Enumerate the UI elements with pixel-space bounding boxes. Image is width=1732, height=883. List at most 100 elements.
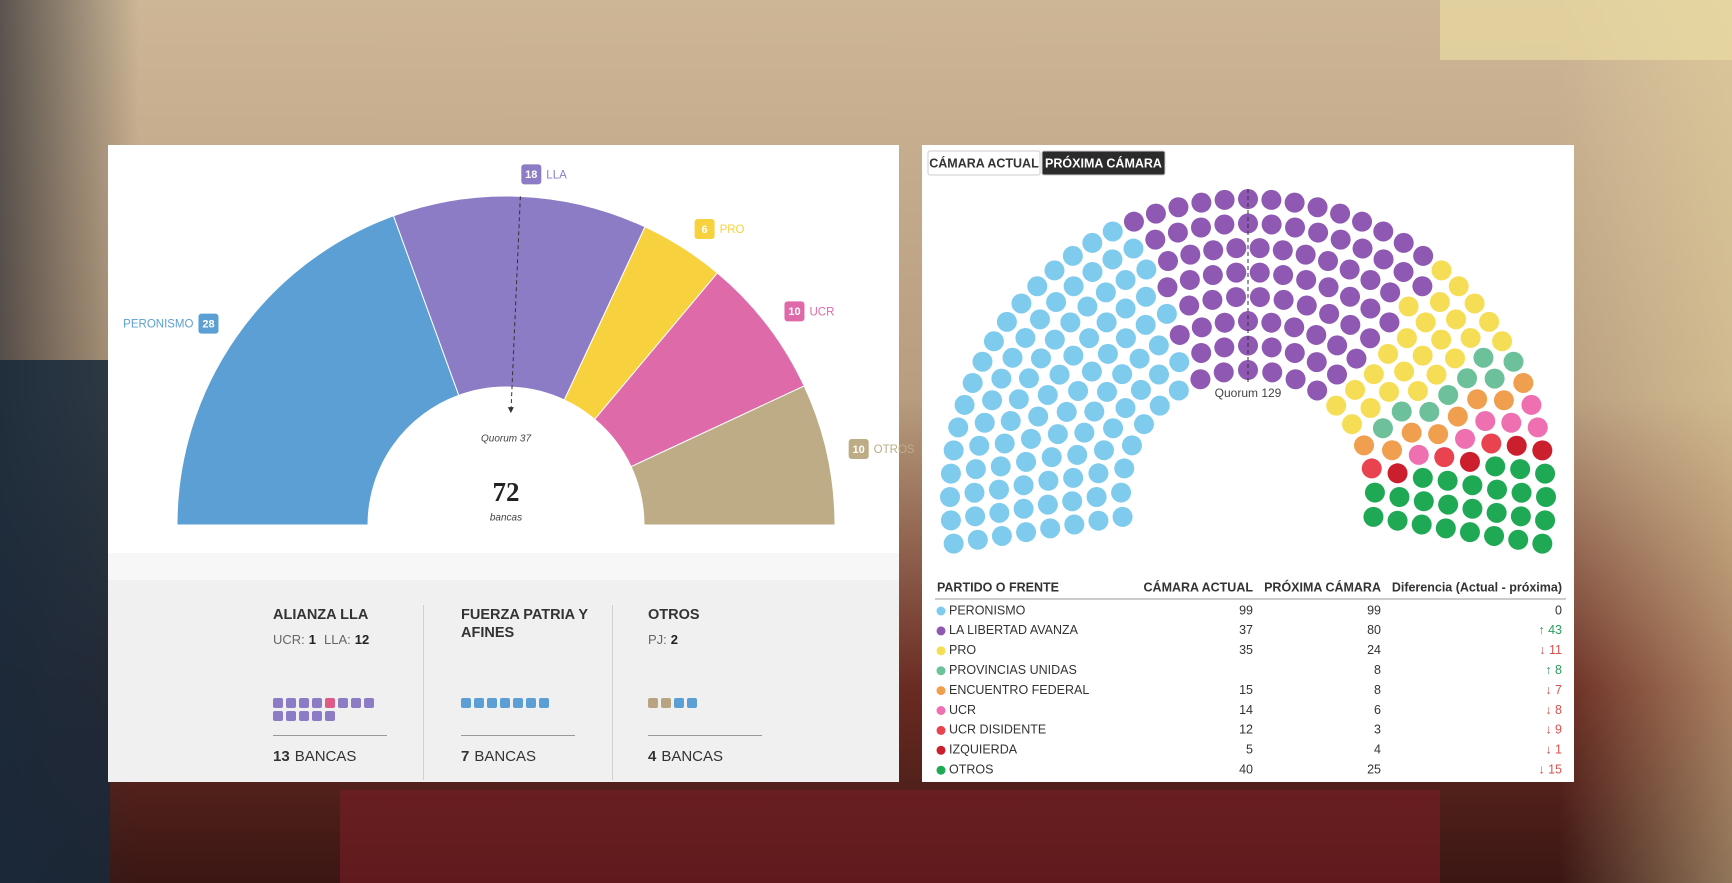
tab[interactable]: CÁMARA ACTUAL xyxy=(927,150,1041,176)
cell: 99 xyxy=(1239,603,1253,617)
coalition: OTROS PJ: 2 4 BANCAS xyxy=(648,580,798,782)
data-label: 18 xyxy=(525,169,537,181)
seat xyxy=(1044,329,1065,350)
diff-cell: ↓ 1 xyxy=(1545,743,1562,757)
seat xyxy=(1532,533,1553,554)
legend-label: UCR xyxy=(809,306,834,318)
row-label: LA LIBERTAD AVANZA xyxy=(949,623,1079,637)
pie-slice xyxy=(176,215,460,526)
seat xyxy=(1261,189,1282,210)
seat xyxy=(1115,298,1136,319)
seat xyxy=(1249,262,1270,283)
seat xyxy=(1339,259,1360,280)
seat xyxy=(1111,482,1132,503)
seat xyxy=(1088,510,1109,531)
seat xyxy=(1342,414,1363,435)
rule xyxy=(273,735,387,736)
seat xyxy=(991,525,1012,546)
seat xyxy=(943,533,964,554)
seat xyxy=(1492,331,1513,352)
coalition-total: 13 BANCAS xyxy=(273,748,356,765)
seat xyxy=(1096,381,1117,402)
seat xyxy=(1102,249,1123,270)
seat xyxy=(1373,221,1394,242)
seat xyxy=(1506,435,1527,456)
seat xyxy=(1435,518,1456,539)
seat xyxy=(974,412,995,433)
breakdown-label: PJ: xyxy=(648,632,667,647)
seat xyxy=(1434,447,1455,468)
left-panel-strip xyxy=(108,553,899,580)
seat xyxy=(1156,303,1177,324)
seat xyxy=(965,459,986,480)
breakdown-label: LLA: xyxy=(324,632,351,647)
seat xyxy=(943,440,964,461)
seat xyxy=(1447,406,1468,427)
quorum-line xyxy=(510,196,521,414)
seat xyxy=(1401,422,1422,443)
table-header: PRÓXIMA CÁMARA xyxy=(1264,579,1381,594)
seat xyxy=(1226,238,1247,259)
tab[interactable]: PRÓXIMA CÁMARA xyxy=(1041,150,1166,176)
seat-square xyxy=(364,698,374,708)
seat xyxy=(1226,287,1247,308)
seat xyxy=(1149,395,1170,416)
seat xyxy=(1049,364,1070,385)
legend-dot xyxy=(936,725,946,735)
coalition-title: ALIANZA LLA xyxy=(273,607,369,623)
seat xyxy=(1062,491,1083,512)
seat-square xyxy=(648,698,658,708)
seat xyxy=(1168,197,1189,218)
seat xyxy=(1387,510,1408,531)
seat xyxy=(1063,276,1084,297)
seat xyxy=(982,390,1003,411)
seat xyxy=(1327,364,1348,385)
legend-label: PRO xyxy=(720,224,745,236)
coalition-title: OTROS xyxy=(648,607,700,623)
seat xyxy=(1000,411,1021,432)
seat xyxy=(1038,470,1059,491)
seat xyxy=(1214,214,1235,235)
seat xyxy=(1479,311,1500,332)
background-wall xyxy=(1440,0,1732,60)
breakdown-label: UCR: xyxy=(273,632,305,647)
seat xyxy=(1102,221,1123,242)
diff-cell: ↑ 8 xyxy=(1545,663,1562,677)
seat xyxy=(940,510,961,531)
seat xyxy=(1013,475,1034,496)
quorum-arrow xyxy=(507,407,514,414)
row-label: PROVINCIAS UNIDAS xyxy=(949,663,1077,677)
seat xyxy=(1020,428,1041,449)
seat xyxy=(1501,412,1522,433)
seat xyxy=(1093,440,1114,461)
seat xyxy=(1096,312,1117,333)
quorum-label: Quorum 129 xyxy=(1215,386,1282,400)
seat xyxy=(991,368,1012,389)
seat xyxy=(1261,337,1282,358)
seat xyxy=(1345,379,1366,400)
background-screens xyxy=(0,360,110,883)
seat xyxy=(1191,317,1212,338)
seat-square xyxy=(687,698,697,708)
seat-square xyxy=(487,698,497,708)
seat xyxy=(969,435,990,456)
seat xyxy=(1535,510,1556,531)
seat xyxy=(1136,259,1157,280)
seat xyxy=(1307,197,1328,218)
seat xyxy=(1426,364,1447,385)
seat xyxy=(1148,364,1169,385)
seat xyxy=(1462,498,1483,519)
legend-dot xyxy=(936,706,946,715)
seat xyxy=(1412,276,1433,297)
table-header: Diferencia (Actual - próxima) xyxy=(1392,580,1562,594)
cell: 8 xyxy=(1374,663,1381,677)
seat xyxy=(1262,362,1283,383)
legend-dot xyxy=(936,686,946,696)
seat xyxy=(1008,389,1029,410)
seat xyxy=(1493,390,1514,411)
seat xyxy=(1413,245,1434,266)
legend-label: OTROS xyxy=(874,444,915,456)
seat xyxy=(1214,189,1235,210)
seat xyxy=(996,311,1017,332)
tab-bg xyxy=(927,150,1041,176)
